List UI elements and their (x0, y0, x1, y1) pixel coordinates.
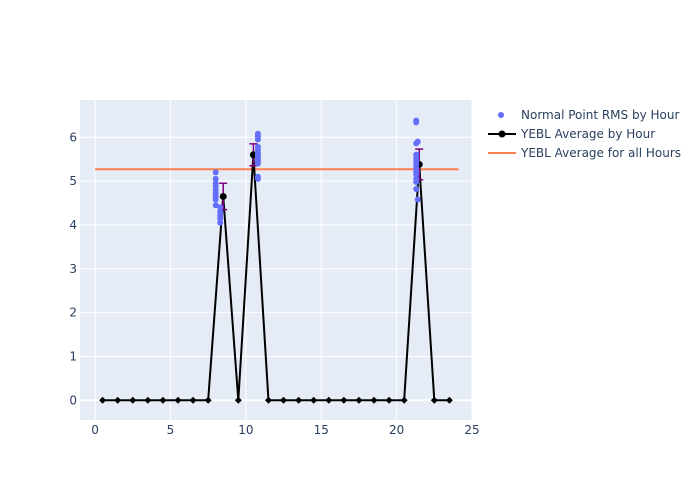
average-point (295, 396, 303, 404)
average-point (370, 396, 378, 404)
y-tick-label: 4 (69, 218, 77, 232)
average-point (280, 396, 288, 404)
y-tick-labels: 0 1 2 3 4 5 6 (69, 130, 77, 407)
average-point (340, 396, 348, 404)
average-point (204, 396, 212, 404)
average-point (310, 396, 318, 404)
average-point (400, 396, 408, 404)
average-point (159, 396, 167, 404)
scatter-point (413, 119, 420, 126)
average-point (445, 396, 453, 404)
scatter-point (212, 169, 219, 176)
legend-label[interactable]: YEBL Average by Hour (520, 127, 655, 141)
average-point (430, 396, 438, 404)
y-tick-label: 5 (69, 174, 77, 188)
average-point (129, 396, 137, 404)
y-tick-label: 0 (69, 393, 77, 407)
y-tick-label: 2 (69, 306, 77, 320)
scatter-point (212, 202, 219, 209)
average-point (144, 396, 152, 404)
y-tick-label: 1 (69, 349, 77, 363)
scatter-point (217, 204, 224, 211)
average-point (174, 396, 182, 404)
scatter-point (413, 140, 420, 147)
scatter-point (414, 196, 421, 203)
x-tick-label: 10 (238, 423, 253, 437)
average-point (325, 396, 333, 404)
x-tick-labels: 0 5 10 15 20 25 (91, 423, 479, 437)
average-point (234, 396, 242, 404)
scatter-point (217, 215, 224, 222)
scatter-point (217, 219, 224, 226)
normal-point-scatter-series (212, 117, 421, 226)
legend-label[interactable]: Normal Point RMS by Hour (521, 108, 679, 122)
scatter-point (413, 185, 420, 192)
scatter-point (254, 175, 261, 182)
y-tick-label: 6 (69, 130, 77, 144)
scatter-point (212, 175, 219, 182)
scatter-point (254, 160, 261, 167)
x-tick-label: 20 (389, 423, 404, 437)
average-point (114, 396, 122, 404)
x-tick-label: 25 (464, 423, 479, 437)
average-point (219, 192, 227, 200)
legend-symbol-scatter (498, 112, 504, 118)
legend[interactable]: Normal Point RMS by Hour YEBL Average by … (488, 108, 681, 160)
average-point (385, 396, 393, 404)
average-point (189, 396, 197, 404)
legend-symbol-average-marker (498, 130, 506, 138)
x-tick-label: 5 (167, 423, 175, 437)
scatter-point (413, 178, 420, 185)
x-tick-label: 15 (314, 423, 329, 437)
average-point (264, 396, 272, 404)
average-point (355, 396, 363, 404)
y-tick-label: 3 (69, 262, 77, 276)
scatter-point (254, 136, 261, 143)
x-tick-label: 0 (91, 423, 99, 437)
scatter-point (413, 171, 420, 178)
scatter-point (212, 196, 219, 203)
legend-label[interactable]: YEBL Average for all Hours (520, 146, 681, 160)
average-point (99, 396, 107, 404)
